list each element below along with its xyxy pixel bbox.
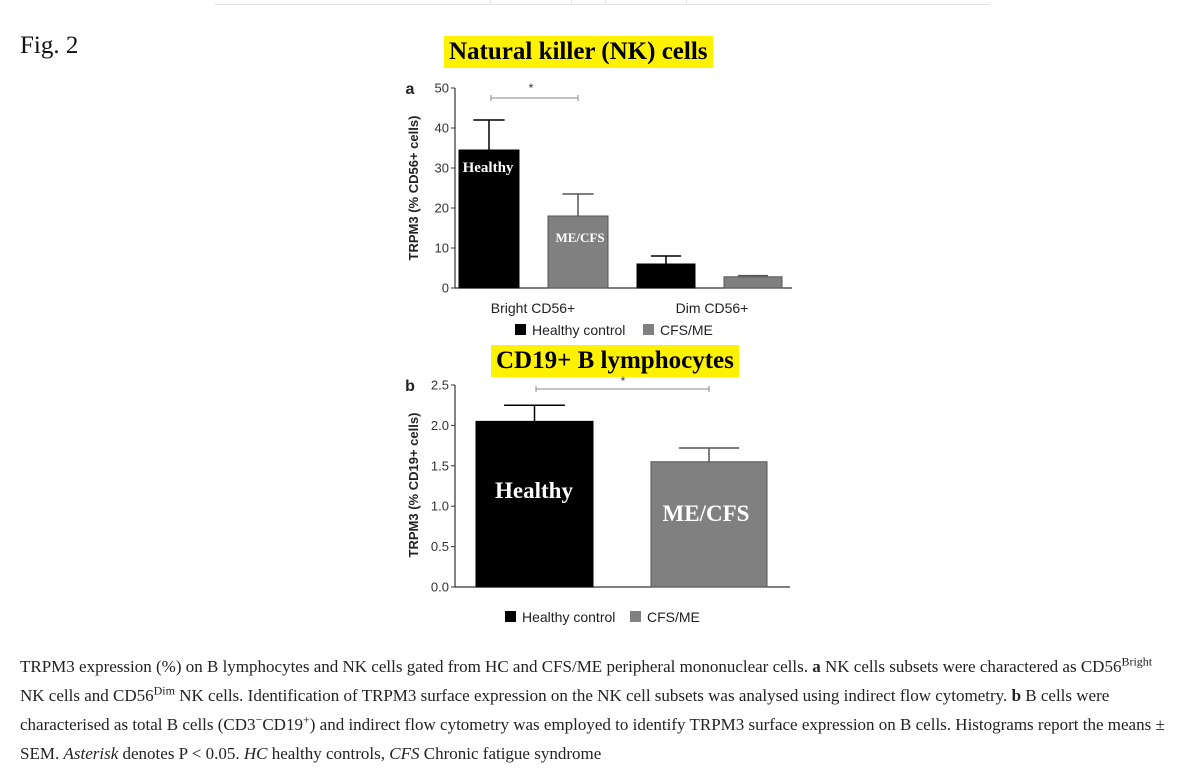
caption-text: TRPM3 expression (%) on B lymphocytes an…: [20, 657, 813, 676]
bar-cfs-me: [650, 461, 768, 588]
top-tab: [605, 0, 687, 4]
caption-text: denotes P < 0.05.: [118, 744, 244, 763]
caption-superscript: Dim: [153, 683, 175, 698]
top-divider: [215, 0, 990, 5]
panel-b-title: CD19+ B lymphocytes: [491, 345, 739, 377]
legend-swatch: [515, 324, 526, 335]
chart-b: 0.0 0.5 1.0 1.5 2.0 2.5 TRPM3 (% CD19+ cells) b…: [405, 374, 790, 625]
y-tick-label: 0.0: [431, 580, 449, 595]
y-tick-label: 1.5: [431, 458, 449, 473]
panel-letter: b: [405, 378, 415, 395]
bar-overlay-label: Healthy: [495, 478, 573, 503]
caption-text: CD19: [262, 715, 303, 734]
significance-asterisk: *: [529, 81, 534, 95]
caption-text: healthy controls,: [267, 744, 390, 763]
caption-term: CFS: [389, 744, 420, 763]
legend-label: Healthy control: [522, 609, 615, 625]
legend-swatch: [505, 611, 516, 622]
caption-panel-a-ref: a: [812, 657, 821, 676]
bar-overlay-label: ME/CFS: [555, 230, 604, 245]
bar-cfs-me: [723, 276, 783, 289]
y-tick-label: 0: [442, 281, 449, 296]
bar-overlay-label: Healthy: [463, 160, 514, 176]
y-tick-label: 0.5: [431, 539, 449, 554]
figure-caption: TRPM3 expression (%) on B lymphocytes an…: [20, 652, 1180, 768]
y-tick-label: 1.0: [431, 499, 449, 514]
figure-label: Fig. 2: [20, 32, 79, 59]
bar-cfs-me: [547, 215, 609, 289]
caption-text: ) and indirect flow cytometry was employ…: [20, 715, 1165, 763]
caption-superscript: Bright: [1121, 654, 1153, 669]
caption-superscript: +: [302, 712, 310, 727]
caption-panel-b-ref: b: [1011, 686, 1022, 705]
y-tick-label: 2.0: [431, 418, 449, 433]
significance-asterisk: *: [621, 374, 626, 388]
legend-label: CFS/ME: [647, 609, 700, 625]
caption-text: NK cells. Identification of TRPM3 surfac…: [174, 686, 1012, 705]
panel-letter: a: [406, 81, 415, 98]
caption-text: Chronic fatigue syndrome: [419, 744, 602, 763]
caption-text: NK cells and CD56: [20, 686, 154, 705]
caption-term: Asterisk: [63, 744, 119, 763]
y-tick-label: 2.5: [431, 378, 449, 393]
legend-swatch: [630, 611, 641, 622]
bar-healthy-control: [475, 420, 594, 588]
legend-label: Healthy control: [532, 322, 625, 338]
x-category-label: Dim CD56+: [676, 300, 749, 316]
legend-swatch: [643, 324, 654, 335]
bar-overlay-label: ME/CFS: [663, 501, 750, 526]
bar-healthy-control: [636, 263, 696, 289]
legend-label: CFS/ME: [660, 322, 713, 338]
y-axis-title: TRPM3 (% CD56+ cells): [406, 116, 421, 261]
caption-superscript: −: [255, 712, 263, 727]
bar-healthy-control: [458, 149, 520, 289]
y-tick-label: 10: [435, 241, 449, 256]
y-tick-label: 40: [435, 121, 449, 136]
y-tick-label: 30: [435, 161, 449, 176]
panel-a-title: Natural killer (NK) cells: [444, 36, 713, 68]
y-tick-label: 20: [435, 201, 449, 216]
caption-term: HC: [243, 744, 268, 763]
caption-text: B cells were characterised as total B ce…: [20, 686, 1110, 734]
x-category-label: Bright CD56+: [491, 300, 575, 316]
caption-text: NK cells subsets were charactered as CD5…: [820, 657, 1122, 676]
top-tab: [490, 0, 572, 4]
chart-a: 0 10 20 30 40 50 TRPM3 (% CD56+ cells) a Bright …: [406, 81, 792, 338]
y-axis-title: TRPM3 (% CD19+ cells): [406, 413, 421, 558]
y-tick-label: 50: [435, 81, 449, 96]
